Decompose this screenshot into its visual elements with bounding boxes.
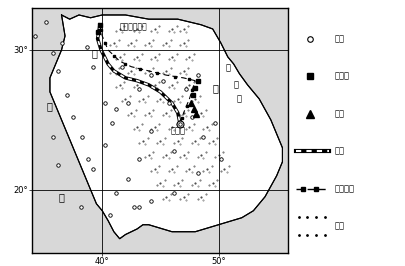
Text: 磷酸盐工业城: 磷酸盐工业城 <box>119 22 147 31</box>
Text: 利雅得: 利雅得 <box>170 127 185 136</box>
Text: 铁路: 铁路 <box>334 109 344 118</box>
Text: 工矿区: 工矿区 <box>334 72 349 81</box>
Polygon shape <box>32 15 108 253</box>
Text: 乙: 乙 <box>211 83 217 93</box>
Text: 红: 红 <box>47 101 53 111</box>
Text: 城镇: 城镇 <box>334 34 344 43</box>
Text: 海: 海 <box>58 192 64 202</box>
Polygon shape <box>195 15 288 141</box>
Polygon shape <box>32 15 119 253</box>
Text: 铁路: 铁路 <box>334 147 344 156</box>
Text: 斯: 斯 <box>233 80 238 89</box>
Text: 波: 波 <box>225 64 230 73</box>
Text: 湾: 湾 <box>237 94 241 103</box>
Text: 甲: 甲 <box>91 48 97 59</box>
Polygon shape <box>50 15 282 239</box>
Text: 沙漠: 沙漠 <box>334 222 344 231</box>
Text: 输油管道: 输油管道 <box>334 184 354 193</box>
